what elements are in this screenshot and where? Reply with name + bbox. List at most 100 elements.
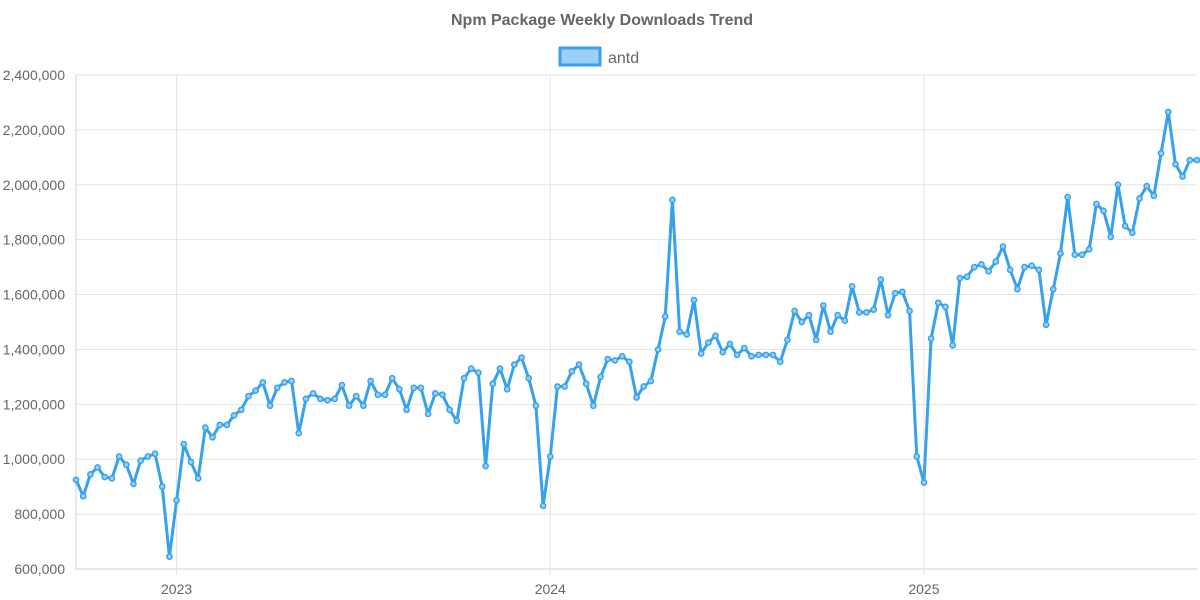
data-point[interactable] <box>144 453 152 460</box>
data-point[interactable] <box>525 374 533 382</box>
data-point[interactable] <box>999 243 1007 250</box>
data-point[interactable] <box>870 306 877 313</box>
data-point[interactable] <box>252 387 259 394</box>
data-point[interactable] <box>79 492 87 500</box>
data-point[interactable] <box>755 351 763 359</box>
data-point[interactable] <box>597 373 604 381</box>
data-point[interactable] <box>115 453 123 460</box>
data-point[interactable] <box>417 384 425 392</box>
data-point[interactable] <box>180 440 188 448</box>
data-point[interactable] <box>625 358 633 366</box>
data-point[interactable] <box>1143 182 1151 190</box>
data-point[interactable] <box>546 453 554 460</box>
data-point[interactable] <box>913 453 921 460</box>
data-point[interactable] <box>122 461 130 469</box>
data-point[interactable] <box>295 429 303 437</box>
data-point[interactable] <box>259 379 267 386</box>
data-point[interactable] <box>640 383 648 390</box>
data-point[interactable] <box>899 288 906 296</box>
data-point[interactable] <box>848 282 856 290</box>
data-point[interactable] <box>237 406 245 414</box>
data-point[interactable] <box>1042 321 1050 329</box>
data-point[interactable] <box>503 385 511 393</box>
data-point[interactable] <box>863 309 870 316</box>
data-point[interactable] <box>194 475 202 482</box>
data-point[interactable] <box>324 396 331 404</box>
data-point[interactable] <box>740 344 748 352</box>
data-point[interactable] <box>288 377 295 385</box>
data-point[interactable] <box>1179 173 1186 180</box>
data-point[interactable] <box>748 352 755 360</box>
data-point[interactable] <box>661 313 669 320</box>
data-point[interactable] <box>812 336 820 344</box>
data-point[interactable] <box>834 311 842 319</box>
legend[interactable]: antd <box>558 46 639 67</box>
data-point[interactable] <box>590 402 597 410</box>
data-point[interactable] <box>934 299 942 307</box>
data-point[interactable] <box>331 395 339 403</box>
data-point[interactable] <box>403 406 410 414</box>
data-point[interactable] <box>273 384 281 392</box>
data-point[interactable] <box>475 369 482 377</box>
data-point[interactable] <box>1136 195 1143 202</box>
data-point[interactable] <box>906 307 913 315</box>
data-point[interactable] <box>798 318 806 326</box>
data-point[interactable] <box>345 402 353 410</box>
data-point[interactable] <box>1157 149 1165 157</box>
data-point[interactable] <box>633 394 640 401</box>
data-point[interactable] <box>1006 266 1014 274</box>
data-point[interactable] <box>784 336 791 344</box>
data-point[interactable] <box>791 307 798 315</box>
data-point[interactable] <box>431 390 439 397</box>
data-point[interactable] <box>1128 229 1136 237</box>
data-point[interactable] <box>1035 266 1043 274</box>
data-point[interactable] <box>611 357 619 364</box>
data-point[interactable] <box>877 276 885 283</box>
data-point[interactable] <box>367 377 374 385</box>
data-point[interactable] <box>985 267 992 275</box>
data-point[interactable] <box>539 502 547 510</box>
data-point[interactable] <box>173 497 180 504</box>
data-point[interactable] <box>705 339 712 346</box>
data-point[interactable] <box>776 358 784 366</box>
data-point[interactable] <box>992 258 1000 265</box>
data-point[interactable] <box>1021 263 1028 271</box>
data-point[interactable] <box>158 483 166 491</box>
data-point[interactable] <box>223 421 231 429</box>
data-point[interactable] <box>374 391 382 399</box>
data-point[interactable] <box>690 296 698 304</box>
data-point[interactable] <box>554 383 561 390</box>
data-point[interactable] <box>94 464 101 471</box>
data-point[interactable] <box>733 351 741 359</box>
data-point[interactable] <box>697 350 705 357</box>
data-point[interactable] <box>676 328 683 335</box>
data-point[interactable] <box>827 328 834 335</box>
data-point[interactable] <box>482 462 489 470</box>
data-point[interactable] <box>388 374 396 382</box>
data-point[interactable] <box>726 340 734 348</box>
data-point[interactable] <box>338 381 346 389</box>
data-point[interactable] <box>956 274 964 282</box>
data-point[interactable] <box>1057 250 1064 257</box>
data-point[interactable] <box>101 473 109 481</box>
data-point[interactable] <box>1049 285 1057 293</box>
data-point[interactable] <box>1078 251 1086 259</box>
data-point[interactable] <box>496 365 504 373</box>
data-point[interactable] <box>683 331 691 338</box>
data-point[interactable] <box>1121 222 1129 230</box>
data-point[interactable] <box>439 391 446 399</box>
data-point[interactable] <box>582 380 590 388</box>
data-point[interactable] <box>381 391 389 399</box>
data-point[interactable] <box>187 458 195 466</box>
data-point[interactable] <box>424 410 432 418</box>
data-point[interactable] <box>518 354 525 362</box>
data-point[interactable] <box>654 346 662 353</box>
data-point[interactable] <box>963 273 971 281</box>
data-point[interactable] <box>669 196 676 204</box>
data-point[interactable] <box>108 475 116 482</box>
data-point[interactable] <box>360 402 367 410</box>
data-point[interactable] <box>841 317 849 324</box>
data-point[interactable] <box>1186 156 1194 164</box>
data-point[interactable] <box>245 392 252 400</box>
data-point[interactable] <box>130 480 137 488</box>
